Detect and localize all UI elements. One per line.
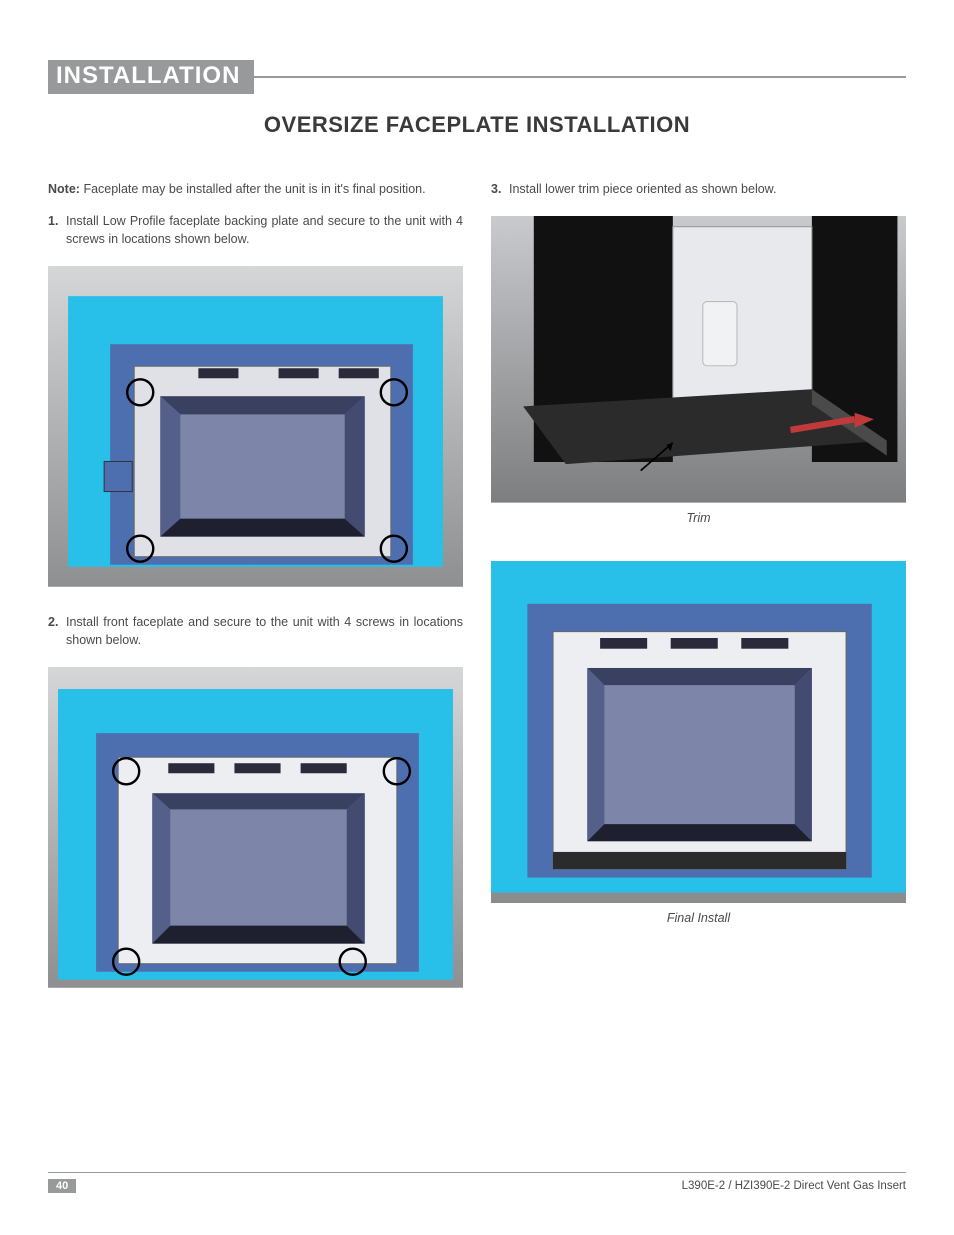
figure-2 <box>48 667 463 988</box>
step-2-number: 2. <box>48 613 66 649</box>
page-title: OVERSIZE FACEPLATE INSTALLATION <box>48 112 906 138</box>
figure-4-caption: Final Install <box>491 909 906 927</box>
figure-4: Final Install <box>491 561 906 927</box>
figure-4-svg <box>491 561 906 903</box>
note-paragraph: Note: Faceplate may be installed after t… <box>48 180 463 198</box>
step-1-number: 1. <box>48 212 66 248</box>
figure-1 <box>48 266 463 587</box>
figure-3: Trim <box>491 216 906 527</box>
step-2: 2. Install front faceplate and secure to… <box>48 613 463 649</box>
step-3-number: 3. <box>491 180 509 198</box>
figure-3-svg <box>491 216 906 503</box>
left-column: Note: Faceplate may be installed after t… <box>48 180 463 1014</box>
step-1: 1. Install Low Profile faceplate backing… <box>48 212 463 248</box>
figure-1-svg <box>48 266 463 587</box>
page-footer: 40 L390E-2 / HZI390E-2 Direct Vent Gas I… <box>48 1172 906 1193</box>
step-2-text: Install front faceplate and secure to th… <box>66 613 463 649</box>
figure-2-svg <box>48 667 463 988</box>
note-text: Faceplate may be installed after the uni… <box>83 182 425 196</box>
figure-3-caption: Trim <box>491 509 906 527</box>
footer-doc-title: L390E-2 / HZI390E-2 Direct Vent Gas Inse… <box>682 1180 906 1192</box>
section-header-tab: INSTALLATION <box>48 60 254 94</box>
note-label: Note: <box>48 182 80 196</box>
step-1-text: Install Low Profile faceplate backing pl… <box>66 212 463 248</box>
section-header-rule <box>254 76 906 78</box>
page-number-badge: 40 <box>48 1179 76 1193</box>
step-3: 3. Install lower trim piece oriented as … <box>491 180 906 198</box>
step-3-text: Install lower trim piece oriented as sho… <box>509 180 906 198</box>
section-header-row: INSTALLATION <box>48 60 906 94</box>
right-column: 3. Install lower trim piece oriented as … <box>491 180 906 1014</box>
